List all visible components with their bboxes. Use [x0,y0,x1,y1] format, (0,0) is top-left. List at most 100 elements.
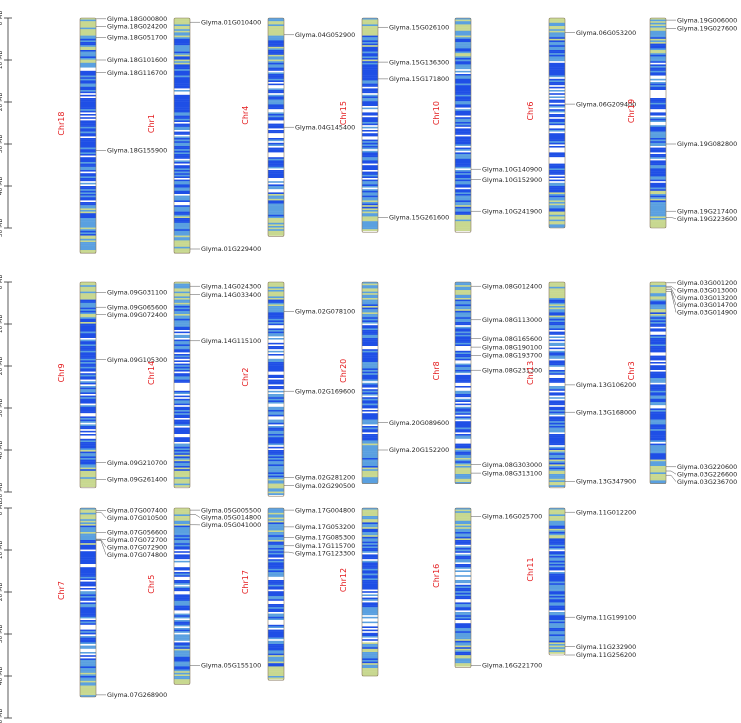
density-stripe [268,640,284,643]
density-stripe [80,634,96,637]
density-stripe [174,562,190,565]
density-stripe [80,82,96,84]
density-stripe [362,80,378,83]
density-stripe [455,70,471,73]
density-stripe [80,378,96,380]
density-stripe [268,384,284,387]
density-stripe [549,32,565,35]
density-stripe [174,632,190,635]
density-stripe [174,131,190,134]
density-stripe [174,230,190,233]
density-stripe [650,179,666,182]
density-stripe [455,355,471,358]
density-stripe [455,350,471,353]
density-stripe [549,517,565,520]
gene-label: Glyma.17G004800 [295,506,355,514]
density-stripe [549,438,565,441]
density-stripe [650,456,666,459]
density-stripe [174,438,190,441]
density-stripe [549,474,565,476]
density-stripe [362,219,378,222]
chromosome-chr13: Chr13Glyma.13G106200Glyma.13G168000Glyma… [526,281,636,489]
density-stripe [174,50,190,52]
density-stripe [174,133,190,135]
density-stripe [650,83,666,86]
density-stripe [268,459,284,462]
density-stripe [650,480,666,483]
density-stripe [650,154,666,156]
density-stripe [80,522,96,525]
density-stripe [362,520,378,523]
density-stripe [80,514,96,517]
density-stripe [268,605,284,608]
density-stripe [362,464,378,467]
density-stripe [455,517,471,520]
density-stripe [174,90,190,92]
gene-marker: Glyma.15G171800 [378,75,449,83]
density-stripe [549,450,565,452]
density-stripe [455,339,471,342]
density-stripe [362,424,378,427]
gene-label: Glyma.07G074800 [107,551,167,559]
density-stripe [455,179,471,182]
density-stripe [174,642,190,645]
density-stripe [362,373,378,375]
density-stripe [362,580,378,582]
density-stripe [549,556,565,558]
chromosome-label: Chr17 [241,570,250,594]
density-stripe [268,424,284,427]
chromosome-label: Chr2 [241,368,250,387]
density-stripe [650,293,666,295]
density-stripe [174,62,190,65]
density-stripe [455,562,471,565]
density-stripe [455,538,471,541]
density-stripe [268,446,284,449]
density-stripe [549,157,565,159]
density-stripe [549,160,565,163]
density-stripe [174,91,190,94]
density-stripe [268,419,284,422]
scale-tick-label: 0 Mb [0,10,4,25]
density-stripe [362,672,378,675]
density-stripe [80,130,96,132]
density-stripe [549,446,565,449]
density-stripe [174,75,190,78]
density-stripe [362,613,378,616]
density-stripe [80,134,96,137]
density-stripe [455,589,471,592]
density-stripe [455,398,471,401]
density-stripe [174,511,190,513]
density-stripe [268,480,284,483]
density-stripe [549,178,565,180]
density-stripe [650,336,666,339]
density-stripe [80,394,96,396]
density-stripe [268,442,284,444]
density-stripe [174,30,190,33]
density-stripe [362,632,378,635]
density-stripe [549,552,565,555]
density-stripe [268,178,284,180]
density-stripe [174,328,190,331]
density-stripe [650,442,666,444]
density-stripe [549,96,565,99]
density-stripe [174,333,190,335]
density-stripe [80,282,96,284]
density-stripe [268,224,284,227]
density-stripe [549,437,565,439]
density-stripe [174,338,190,340]
density-stripe [174,575,190,577]
density-stripe [455,549,471,552]
gene-marker: Glyma.04G145400 [284,123,355,131]
density-stripe [549,525,565,528]
density-stripe [362,535,378,537]
density-stripe [549,62,565,65]
density-stripe [362,290,378,292]
density-stripe [455,564,471,566]
density-stripe [650,472,666,475]
density-stripe [362,544,378,547]
scale-tick-label: 10 Mb [0,51,4,70]
density-stripe [650,411,666,414]
density-stripe [549,342,565,345]
density-stripe [174,32,190,35]
